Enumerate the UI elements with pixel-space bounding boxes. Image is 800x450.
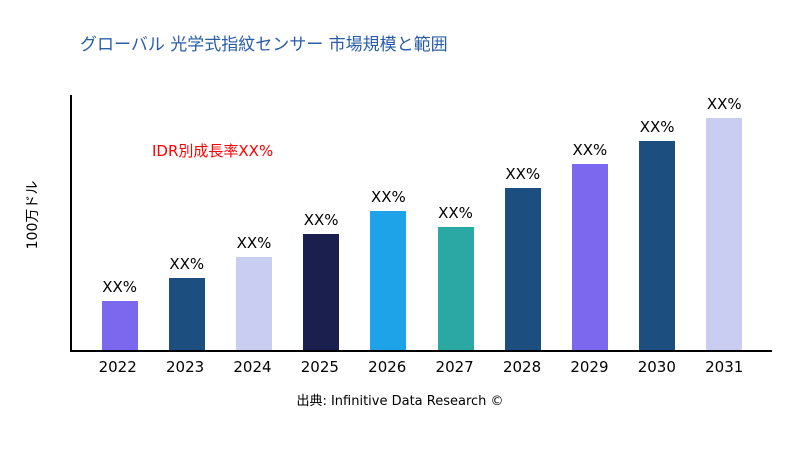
bar-value-label: XX%	[236, 234, 272, 253]
bar	[168, 278, 205, 350]
chart-title: グローバル 光学式指紋センサー 市場規模と範囲	[80, 35, 448, 55]
bar	[639, 141, 676, 350]
bar-value-label: XX%	[169, 255, 205, 274]
bar-column: XX%	[370, 187, 407, 350]
x-tick-label: 2026	[368, 358, 407, 376]
bar-column: XX%	[437, 204, 474, 350]
bar	[235, 257, 272, 350]
x-tick-label: 2025	[300, 358, 339, 376]
x-tick-label: 2028	[502, 358, 542, 376]
bar-value-label: XX%	[706, 95, 742, 113]
bars: XX% XX% XX% XX% XX% XX% XX% XX% XX% XX%	[72, 95, 772, 350]
x-tick-label: 2029	[570, 358, 609, 376]
bar	[303, 234, 340, 350]
x-tick-label: 2030	[637, 358, 676, 376]
bar	[101, 301, 138, 350]
bar-column: XX%	[235, 234, 272, 350]
x-tick-label: 2024	[233, 358, 272, 376]
x-tick-label: 2027	[435, 358, 474, 376]
bar-column: XX%	[168, 255, 205, 350]
bar	[504, 187, 541, 350]
bar-value-label: XX%	[438, 204, 473, 223]
source-credit: 出典: Infinitive Data Research ©	[296, 394, 504, 409]
bar-column: XX%	[639, 118, 676, 350]
bar-value-label: XX%	[639, 118, 675, 137]
bar-value-label: XX%	[572, 141, 608, 160]
x-tick-label: 2023	[165, 358, 205, 376]
bar	[437, 227, 474, 350]
x-tick-label: 2031	[705, 358, 744, 376]
growth-rate-annotation: IDR別成長率XX%	[152, 142, 274, 160]
plot-area: IDR別成長率XX% XX% XX% XX% XX% XX% XX% XX% XX% XX% XX…	[70, 95, 772, 352]
bar-column: XX%	[101, 278, 138, 350]
bar	[571, 164, 608, 350]
bar-value-label: XX%	[303, 211, 339, 229]
x-axis-labels: 2022 2023 2024 2025 2026 2027 2028 2029 2030 2031	[70, 358, 772, 376]
y-axis-label: 100万ドル	[25, 180, 41, 250]
bar-value-label: XX%	[370, 187, 406, 206]
bar-column: XX%	[571, 141, 608, 350]
bar	[370, 210, 407, 350]
bar	[706, 118, 743, 350]
bar-value-label: XX%	[102, 278, 137, 297]
bar-column: XX%	[303, 211, 340, 350]
bar-column: XX%	[706, 95, 743, 350]
x-tick-label: 2022	[98, 358, 137, 376]
bar-column: XX%	[504, 164, 541, 350]
bar-value-label: XX%	[505, 164, 541, 183]
